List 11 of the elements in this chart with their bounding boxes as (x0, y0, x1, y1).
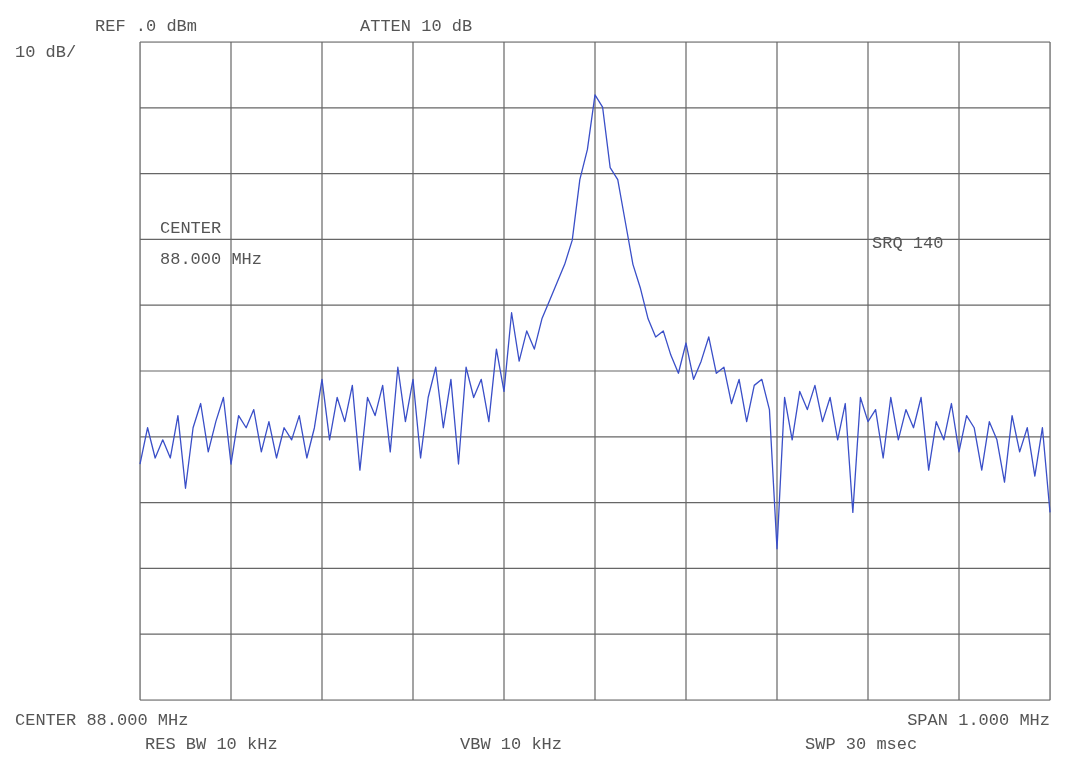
text: CENTER 88.000 MHz (15, 711, 189, 730)
text: VBW 10 kHz (460, 735, 563, 754)
text: 10 dB/ (15, 43, 77, 62)
annotation: SRQ 140 (872, 234, 944, 253)
text: SWP 30 msec (805, 735, 918, 754)
text: SPAN 1.000 MHz (907, 711, 1050, 730)
text: ATTEN 10 dB (360, 17, 473, 36)
text: RES BW 10 kHz (145, 735, 278, 754)
text: REF .0 dBm (95, 17, 198, 36)
annotation: 88.000 MHz (160, 250, 263, 269)
annotation: CENTER (160, 219, 222, 238)
